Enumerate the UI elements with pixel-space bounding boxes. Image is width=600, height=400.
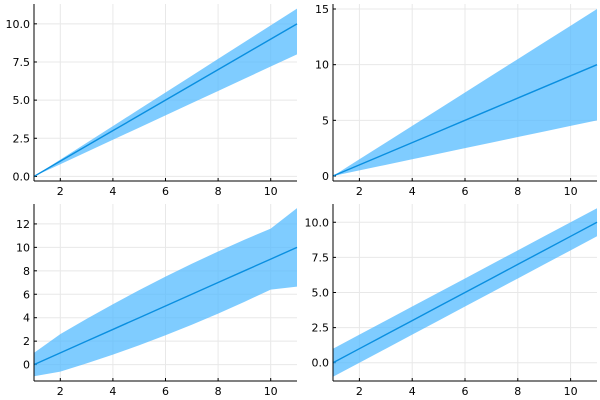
- ribbon-band: [34, 208, 297, 377]
- series-line: [332, 221, 598, 364]
- ribbon-band: [333, 9, 597, 176]
- y-tick-label: 2.5: [312, 322, 330, 335]
- series-line: [33, 23, 298, 178]
- x-tick-label: 6: [162, 385, 169, 398]
- y-tick-label: 0.0: [312, 357, 330, 370]
- y-tick-label: 7.5: [312, 251, 330, 264]
- y-tick-label: 4: [23, 312, 30, 325]
- y-tick-label: 5.0: [13, 94, 31, 107]
- y-tick-label: 10.0: [305, 216, 330, 229]
- y-tick-label: 10: [315, 59, 329, 72]
- y-tick-label: 12: [16, 218, 30, 231]
- x-tick-label: 4: [109, 385, 116, 398]
- x-tick-label: 4: [109, 185, 116, 198]
- subplot-bottom-left: 2 4 6 8 10 0 2 4 6 8 10 12: [16, 204, 298, 398]
- x-tick-label: 4: [409, 385, 416, 398]
- y-tick-label: 10.0: [6, 18, 31, 31]
- x-tick-label: 2: [356, 385, 363, 398]
- y-tick-label: 6: [23, 288, 30, 301]
- subplot-top-left: 2 4 6 8 10 0.0 2.5 5.0 7.5 10.0: [6, 4, 298, 198]
- subplot-top-right: 2 4 6 8 10 0 5 10 15: [315, 3, 598, 198]
- x-tick-label: 4: [409, 185, 416, 198]
- series-line: [33, 246, 298, 366]
- x-tick-label: 6: [462, 385, 469, 398]
- subplot-bottom-right: 2 4 6 8 10 0.0 2.5 5.0 7.5 10.0: [305, 204, 598, 398]
- x-tick-label: 8: [215, 385, 222, 398]
- x-tick-label: 6: [462, 185, 469, 198]
- y-tick-label: 2: [23, 335, 30, 348]
- y-tick-label: 5.0: [312, 287, 330, 300]
- x-tick-label: 8: [514, 385, 521, 398]
- y-tick-label: 5: [322, 114, 329, 127]
- y-tick-label: 8: [23, 265, 30, 278]
- ribbon-band: [34, 8, 297, 177]
- y-tick-label: 0: [322, 170, 329, 183]
- x-tick-label: 10: [564, 185, 578, 198]
- y-tick-label: 15: [315, 3, 329, 16]
- y-tick-label: 10: [16, 241, 30, 254]
- series-line: [332, 64, 598, 177]
- x-tick-label: 2: [356, 185, 363, 198]
- y-tick-label: 0.0: [13, 170, 31, 183]
- x-tick-label: 10: [264, 385, 278, 398]
- y-tick-label: 2.5: [13, 132, 31, 145]
- x-tick-label: 8: [215, 185, 222, 198]
- x-tick-label: 10: [564, 385, 578, 398]
- y-tick-label: 7.5: [13, 56, 31, 69]
- x-tick-label: 2: [57, 385, 64, 398]
- y-tick-label: 0: [23, 359, 30, 372]
- x-tick-label: 10: [264, 185, 278, 198]
- x-tick-label: 8: [514, 185, 521, 198]
- x-tick-label: 6: [162, 185, 169, 198]
- x-tick-label: 2: [57, 185, 64, 198]
